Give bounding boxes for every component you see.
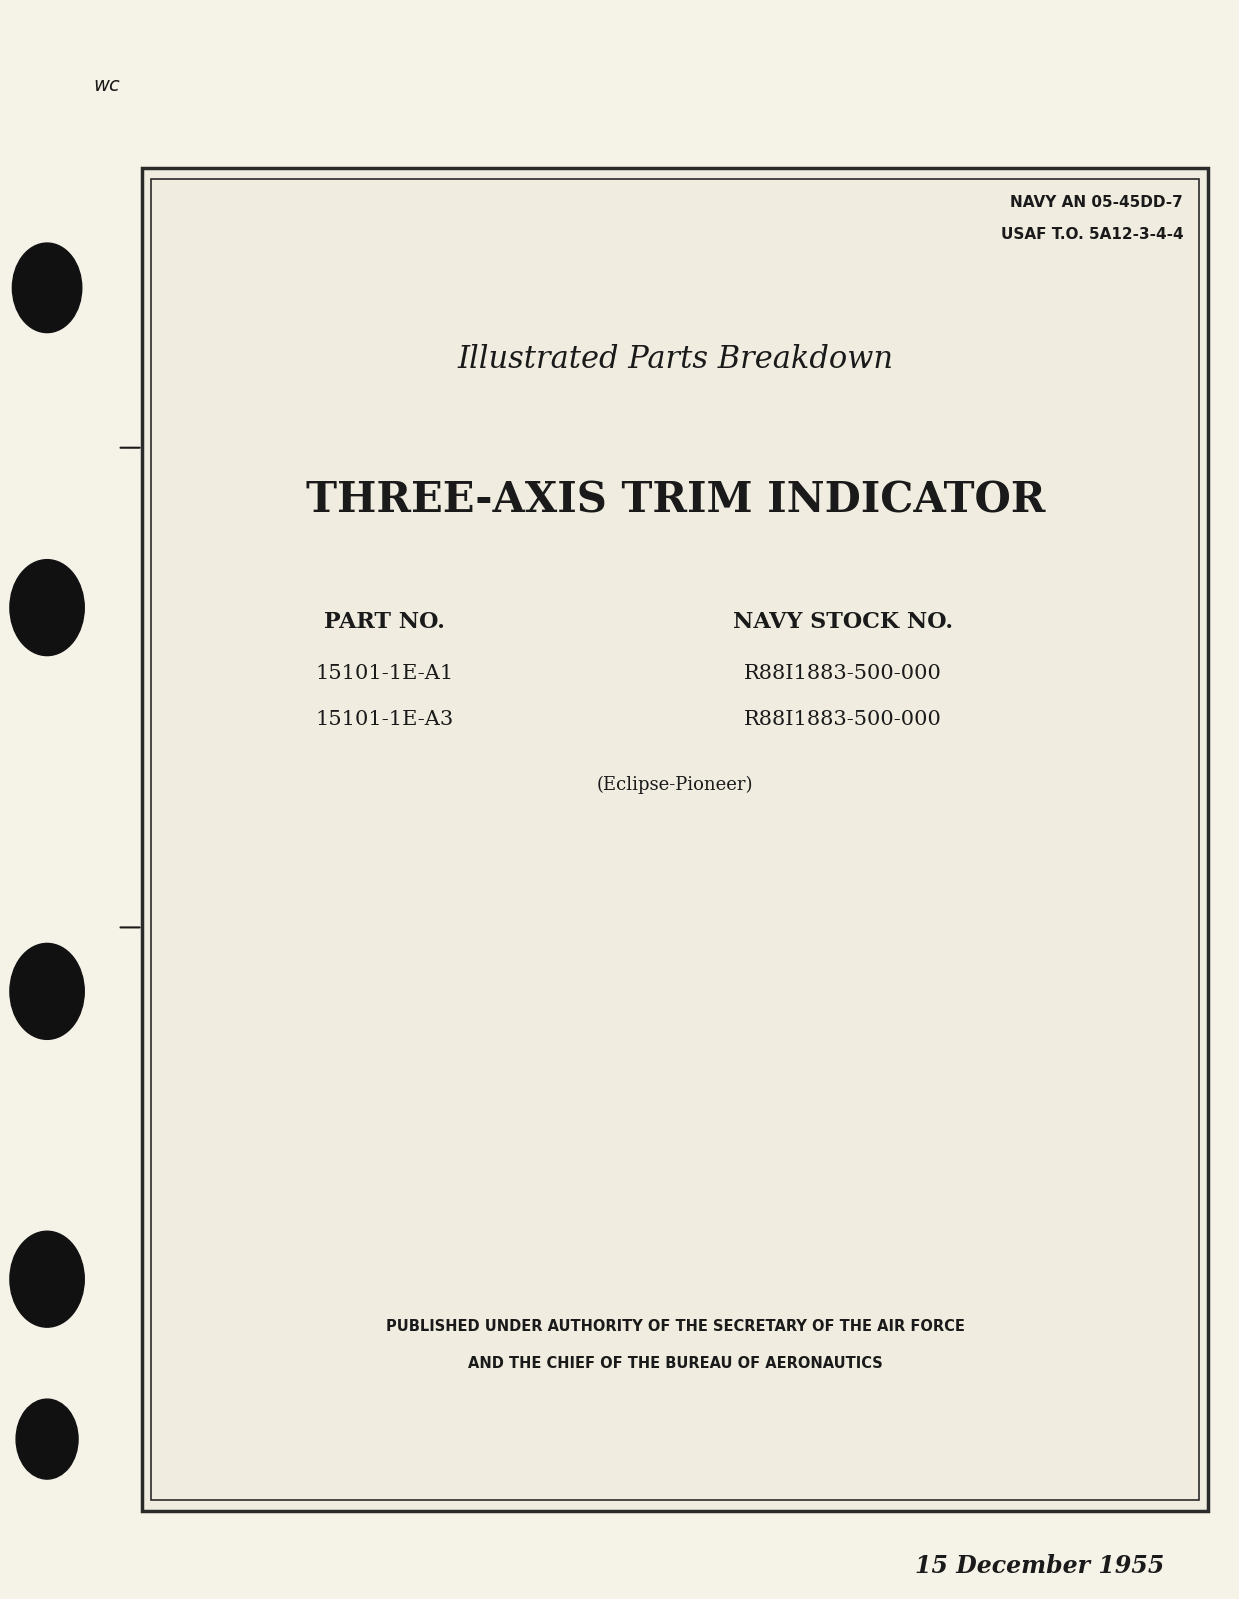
Text: NAVY AN 05-45DD-7: NAVY AN 05-45DD-7 bbox=[1011, 195, 1183, 209]
Circle shape bbox=[10, 560, 84, 656]
FancyBboxPatch shape bbox=[151, 179, 1199, 1500]
Text: THREE-AXIS TRIM INDICATOR: THREE-AXIS TRIM INDICATOR bbox=[306, 480, 1044, 521]
Text: PUBLISHED UNDER AUTHORITY OF THE SECRETARY OF THE AIR FORCE: PUBLISHED UNDER AUTHORITY OF THE SECRETA… bbox=[385, 1319, 965, 1334]
Text: 15101-1E-A1: 15101-1E-A1 bbox=[315, 664, 453, 683]
Text: R88I1883-500-000: R88I1883-500-000 bbox=[743, 664, 942, 683]
Circle shape bbox=[10, 943, 84, 1039]
FancyBboxPatch shape bbox=[142, 168, 1208, 1511]
Circle shape bbox=[12, 243, 82, 333]
Text: AND THE CHIEF OF THE BUREAU OF AERONAUTICS: AND THE CHIEF OF THE BUREAU OF AERONAUTI… bbox=[468, 1356, 882, 1370]
Text: 15101-1E-A3: 15101-1E-A3 bbox=[315, 710, 453, 729]
Circle shape bbox=[10, 1231, 84, 1327]
Text: PART NO.: PART NO. bbox=[323, 611, 445, 633]
Circle shape bbox=[16, 1399, 78, 1479]
Text: R88I1883-500-000: R88I1883-500-000 bbox=[743, 710, 942, 729]
Text: Illustrated Parts Breakdown: Illustrated Parts Breakdown bbox=[457, 344, 893, 374]
Text: (Eclipse-Pioneer): (Eclipse-Pioneer) bbox=[597, 776, 753, 793]
Text: 15 December 1955: 15 December 1955 bbox=[916, 1554, 1165, 1578]
Text: NAVY STOCK NO.: NAVY STOCK NO. bbox=[732, 611, 953, 633]
Text: USAF T.O. 5A12-3-4-4: USAF T.O. 5A12-3-4-4 bbox=[1001, 227, 1183, 241]
Text: wc: wc bbox=[93, 77, 120, 96]
